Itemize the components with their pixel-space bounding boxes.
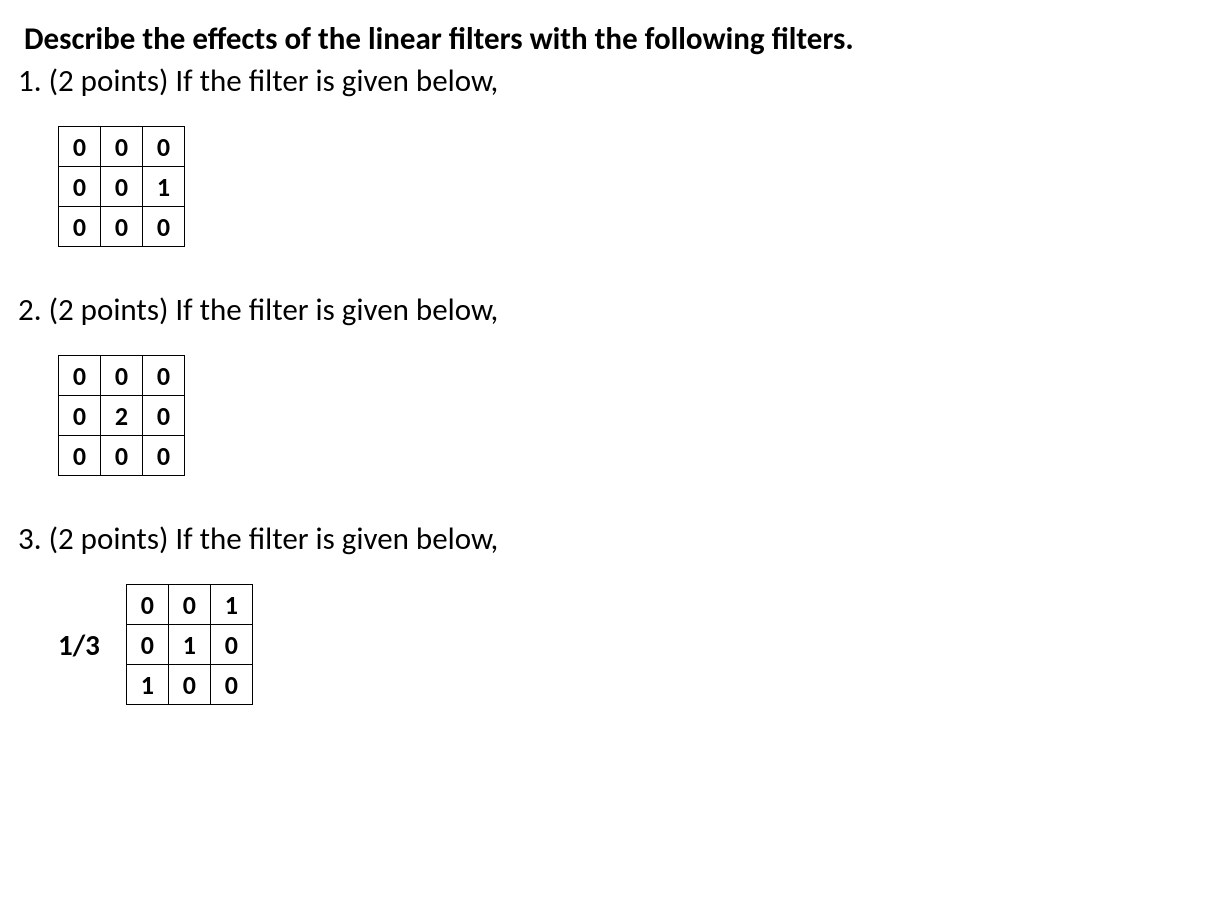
question-points: (2 points): [49, 291, 169, 329]
filter-cell: 0: [101, 436, 143, 476]
filter-cell: 0: [143, 127, 185, 167]
filter-cell: 0: [59, 396, 101, 436]
filter-cell: 0: [59, 207, 101, 247]
filter-table-1: 0 0 0 0 0 1 0 0 0: [58, 126, 185, 247]
filter-cell: 0: [101, 207, 143, 247]
question-number: 1.: [18, 62, 42, 100]
filter-with-scalar: 1/3 0 0 1 0 1 0 1 0 0: [58, 584, 1199, 705]
filter-cell: 1: [168, 625, 210, 665]
question-text-3: 3. (2 points) If the filter is given bel…: [18, 520, 1199, 558]
question-block-1: 1. (2 points) If the filter is given bel…: [18, 62, 1199, 247]
page-title: Describe the effects of the linear filte…: [18, 20, 1199, 58]
filter-cell: 0: [59, 167, 101, 207]
question-text-1: 1. (2 points) If the filter is given bel…: [18, 62, 1199, 100]
filter-cell: 1: [126, 665, 168, 705]
filter-cell: 0: [143, 436, 185, 476]
filter-table-2: 0 0 0 0 2 0 0 0 0: [58, 355, 185, 476]
filter-cell: 0: [210, 625, 252, 665]
filter-cell: 0: [59, 436, 101, 476]
filter-cell: 0: [101, 127, 143, 167]
question-points: (2 points): [49, 62, 169, 100]
filter-cell: 0: [59, 356, 101, 396]
filter-cell: 1: [143, 167, 185, 207]
filter-cell: 0: [143, 207, 185, 247]
question-prompt: If the filter is given below,: [175, 520, 498, 558]
filter-cell: 0: [168, 585, 210, 625]
scalar-coefficient: 1/3: [58, 627, 100, 663]
question-points: (2 points): [49, 520, 169, 558]
filter-cell: 0: [143, 396, 185, 436]
filter-cell: 0: [59, 127, 101, 167]
filter-cell: 2: [101, 396, 143, 436]
question-block-3: 3. (2 points) If the filter is given bel…: [18, 520, 1199, 705]
question-number: 2.: [18, 291, 42, 329]
table-row: 1 0 0: [126, 665, 252, 705]
question-number: 3.: [18, 520, 42, 558]
question-text-2: 2. (2 points) If the filter is given bel…: [18, 291, 1199, 329]
table-row: 0 1 0: [126, 625, 252, 665]
table-row: 0 0 0: [59, 207, 185, 247]
table-row: 0 0 0: [59, 127, 185, 167]
filter-cell: 0: [143, 356, 185, 396]
filter-cell: 1: [210, 585, 252, 625]
question-prompt: If the filter is given below,: [175, 62, 498, 100]
filter-cell: 0: [101, 356, 143, 396]
table-row: 0 0 1: [126, 585, 252, 625]
filter-cell: 0: [168, 665, 210, 705]
filter-cell: 0: [126, 625, 168, 665]
table-row: 0 0 0: [59, 436, 185, 476]
filter-cell: 0: [210, 665, 252, 705]
table-row: 0 0 0: [59, 356, 185, 396]
filter-table-3: 0 0 1 0 1 0 1 0 0: [126, 584, 253, 705]
table-row: 0 0 1: [59, 167, 185, 207]
filter-cell: 0: [126, 585, 168, 625]
question-prompt: If the filter is given below,: [175, 291, 498, 329]
filter-cell: 0: [101, 167, 143, 207]
question-block-2: 2. (2 points) If the filter is given bel…: [18, 291, 1199, 476]
table-row: 0 2 0: [59, 396, 185, 436]
